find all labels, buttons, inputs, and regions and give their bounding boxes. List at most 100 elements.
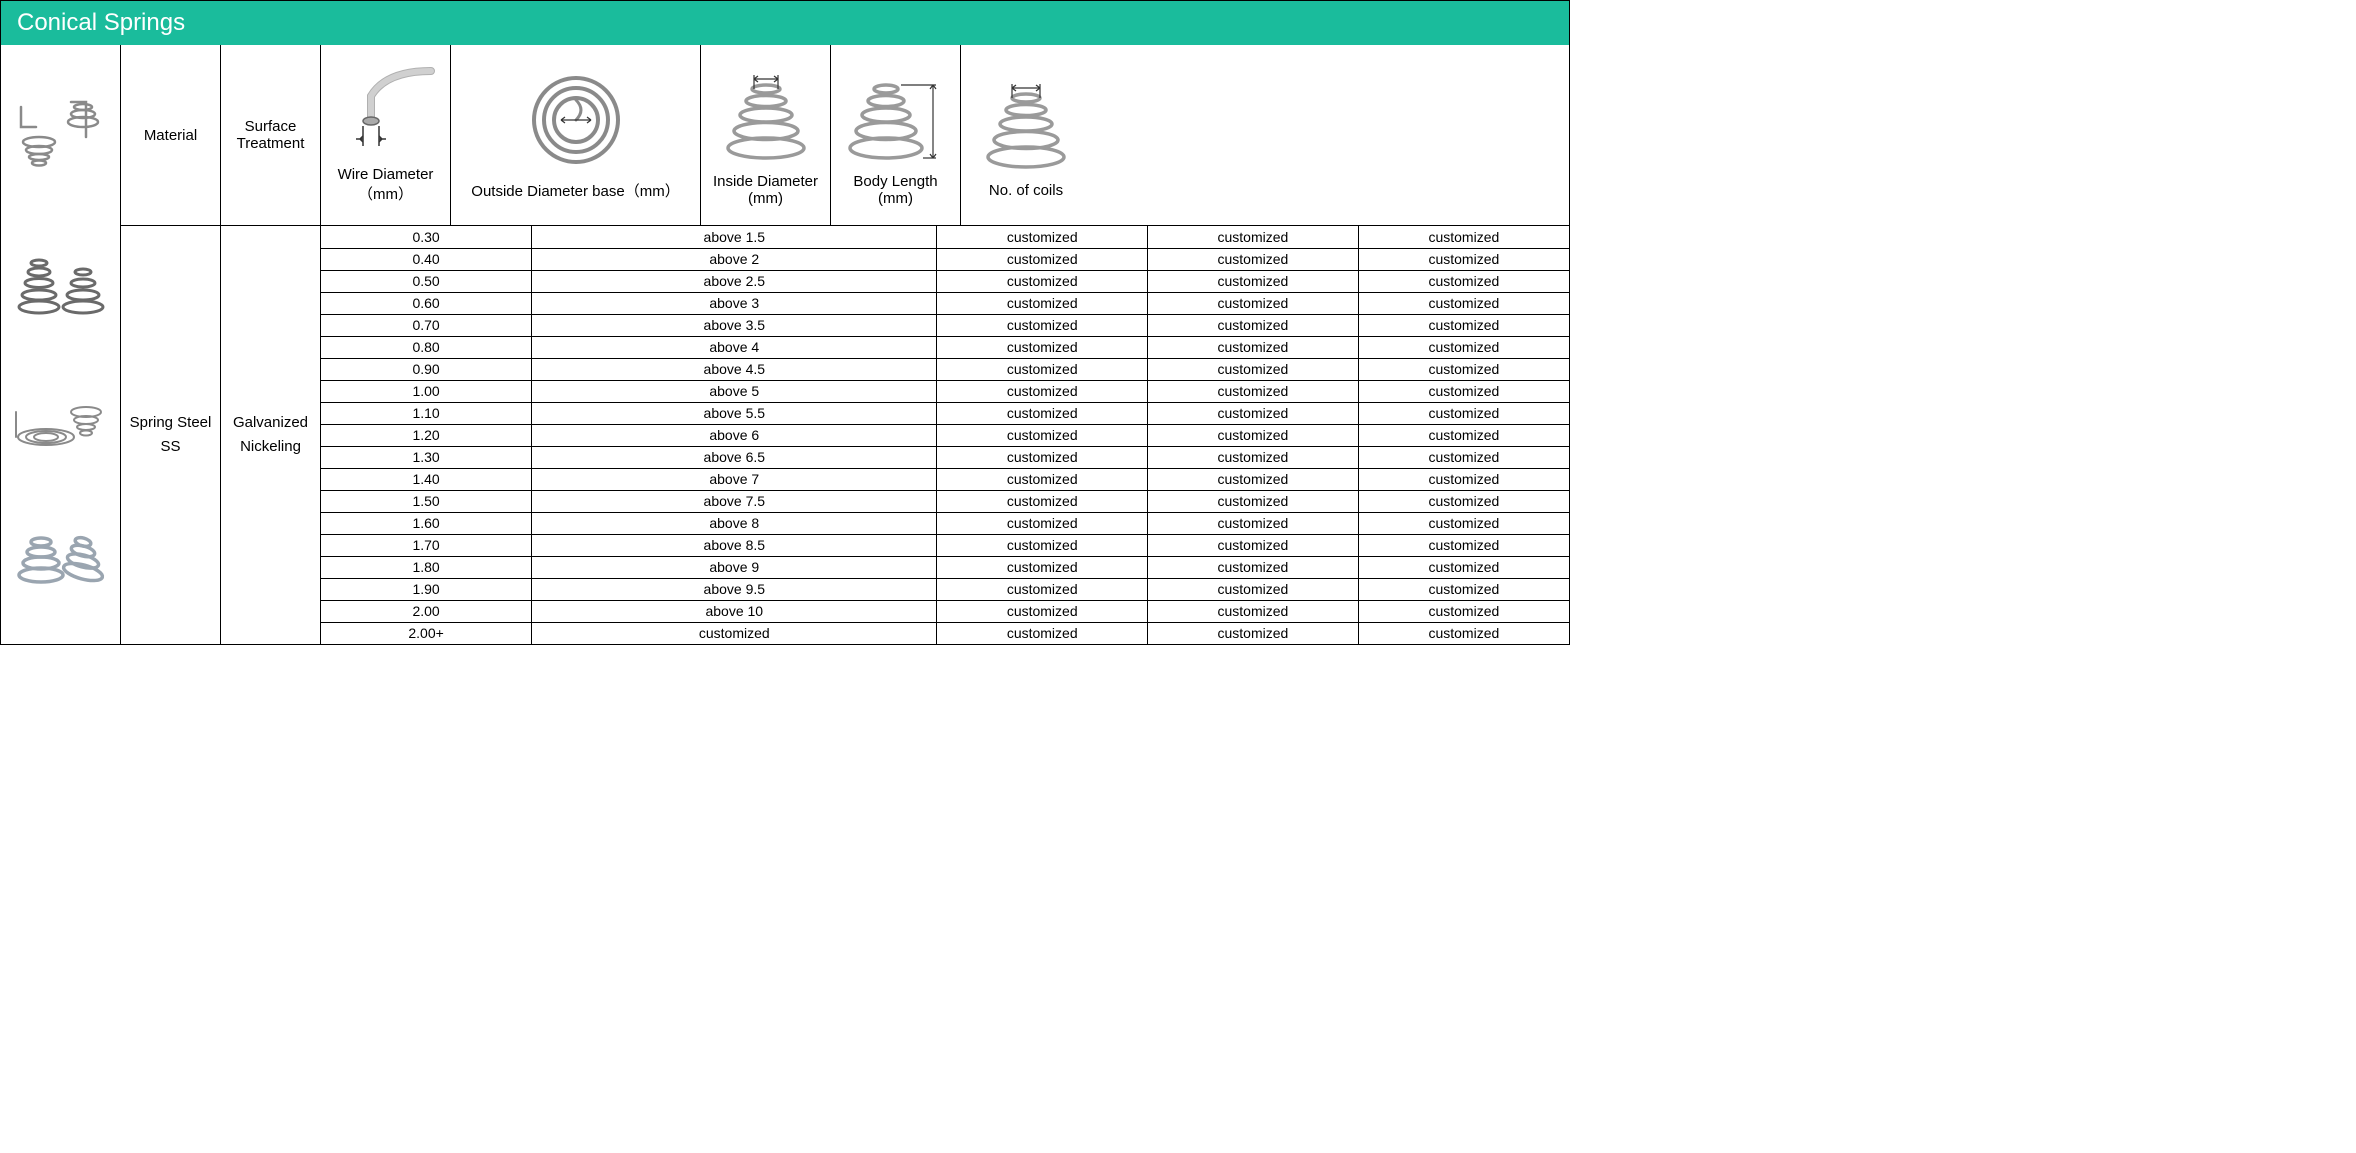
spring-sample-icon	[11, 247, 111, 327]
cell-id: customized	[937, 402, 1148, 424]
cell-id: customized	[937, 446, 1148, 468]
cell-coils: customized	[1358, 270, 1569, 292]
cell-wire: 1.00	[321, 380, 532, 402]
header-id-label: Inside Diameter (mm)	[707, 173, 824, 207]
cell-length: customized	[1148, 402, 1359, 424]
table-row: 0.80above 4customizedcustomizedcustomize…	[321, 336, 1569, 358]
header-surface-label: Surface Treatment	[227, 118, 314, 152]
cell-wire: 0.80	[321, 336, 532, 358]
cell-id: customized	[937, 226, 1148, 248]
header-material: Material	[121, 45, 221, 225]
cell-od: above 10	[532, 600, 937, 622]
spring-sample-icon	[11, 392, 111, 452]
material-value-1: SS	[160, 435, 180, 459]
header-coils-label: No. of coils	[989, 182, 1063, 199]
cell-id: customized	[937, 292, 1148, 314]
cell-wire: 1.40	[321, 468, 532, 490]
cell-coils: customized	[1358, 380, 1569, 402]
cell-id: customized	[937, 600, 1148, 622]
table-row: 0.70above 3.5customizedcustomizedcustomi…	[321, 314, 1569, 336]
cell-coils: customized	[1358, 578, 1569, 600]
spring-sample-icon	[11, 517, 111, 597]
cell-coils: customized	[1358, 336, 1569, 358]
page-title: Conical Springs	[1, 1, 1569, 45]
spring-sample-icon	[11, 92, 111, 182]
outside-diameter-icon	[521, 70, 631, 170]
cell-id: customized	[937, 490, 1148, 512]
cell-id: customized	[937, 336, 1148, 358]
cell-id: customized	[937, 314, 1148, 336]
cell-wire: 1.90	[321, 578, 532, 600]
cell-coils: customized	[1358, 490, 1569, 512]
table-row: 2.00above 10customizedcustomizedcustomiz…	[321, 600, 1569, 622]
num-coils-icon	[976, 72, 1076, 172]
cell-id: customized	[937, 270, 1148, 292]
cell-od: above 7.5	[532, 490, 937, 512]
cell-wire: 0.50	[321, 270, 532, 292]
cell-od: above 8	[532, 512, 937, 534]
table-row: 0.40above 2customizedcustomizedcustomize…	[321, 248, 1569, 270]
surface-value-0: Galvanized	[233, 411, 308, 435]
surface-cell: Galvanized Nickeling	[221, 226, 321, 644]
cell-length: customized	[1148, 336, 1359, 358]
cell-coils: customized	[1358, 226, 1569, 248]
cell-coils: customized	[1358, 446, 1569, 468]
cell-od: above 4.5	[532, 358, 937, 380]
cell-length: customized	[1148, 226, 1359, 248]
inside-diameter-icon	[716, 63, 816, 163]
table-row: 2.00+customizedcustomizedcustomizedcusto…	[321, 622, 1569, 644]
header-material-label: Material	[144, 127, 197, 144]
cell-length: customized	[1148, 578, 1359, 600]
table-row: 1.90above 9.5customizedcustomizedcustomi…	[321, 578, 1569, 600]
cell-length: customized	[1148, 270, 1359, 292]
header-id: Inside Diameter (mm)	[701, 45, 831, 225]
header-wire-label: Wire Diameter（mm）	[327, 166, 444, 204]
cell-id: customized	[937, 578, 1148, 600]
table-row: 1.70above 8.5customizedcustomizedcustomi…	[321, 534, 1569, 556]
table-row: 1.10above 5.5customizedcustomizedcustomi…	[321, 402, 1569, 424]
cell-wire: 0.70	[321, 314, 532, 336]
cell-coils: customized	[1358, 512, 1569, 534]
cell-id: customized	[937, 248, 1148, 270]
cell-length: customized	[1148, 622, 1359, 644]
table-row: 1.60above 8customizedcustomizedcustomize…	[321, 512, 1569, 534]
table-row: 0.30above 1.5customizedcustomizedcustomi…	[321, 226, 1569, 248]
cell-id: customized	[937, 358, 1148, 380]
cell-wire: 1.10	[321, 402, 532, 424]
table-row: 1.30above 6.5customizedcustomizedcustomi…	[321, 446, 1569, 468]
cell-od: above 9	[532, 556, 937, 578]
cell-wire: 1.80	[321, 556, 532, 578]
header-length-label: Body Length (mm)	[837, 173, 954, 207]
cell-coils: customized	[1358, 402, 1569, 424]
header-length: Body Length (mm)	[831, 45, 961, 225]
header-coils: No. of coils	[961, 45, 1091, 225]
table-row: 0.50above 2.5customizedcustomizedcustomi…	[321, 270, 1569, 292]
cell-od: above 7	[532, 468, 937, 490]
wire-diameter-icon	[336, 66, 436, 156]
table-header-row: Material Surface Treatment	[121, 45, 1569, 226]
cell-wire: 0.60	[321, 292, 532, 314]
cell-wire: 2.00	[321, 600, 532, 622]
cell-wire: 0.90	[321, 358, 532, 380]
cell-wire: 0.30	[321, 226, 532, 248]
cell-length: customized	[1148, 292, 1359, 314]
cell-id: customized	[937, 512, 1148, 534]
table-body: Spring Steel SS Galvanized Nickeling 0.3…	[121, 226, 1569, 644]
material-cell: Spring Steel SS	[121, 226, 221, 644]
table-right: Material Surface Treatment	[121, 45, 1569, 644]
cell-length: customized	[1148, 490, 1359, 512]
spec-sheet: Conical Springs	[0, 0, 1570, 645]
cell-coils: customized	[1358, 424, 1569, 446]
cell-od: above 5.5	[532, 402, 937, 424]
cell-id: customized	[937, 468, 1148, 490]
table-row: 0.60above 3customizedcustomizedcustomize…	[321, 292, 1569, 314]
cell-length: customized	[1148, 534, 1359, 556]
cell-coils: customized	[1358, 314, 1569, 336]
cell-od: customized	[532, 622, 937, 644]
data-table: 0.30above 1.5customizedcustomizedcustomi…	[321, 226, 1569, 644]
cell-length: customized	[1148, 424, 1359, 446]
header-od-label: Outside Diameter base（mm）	[471, 180, 679, 201]
product-images-column	[1, 45, 121, 644]
cell-wire: 1.70	[321, 534, 532, 556]
cell-od: above 9.5	[532, 578, 937, 600]
